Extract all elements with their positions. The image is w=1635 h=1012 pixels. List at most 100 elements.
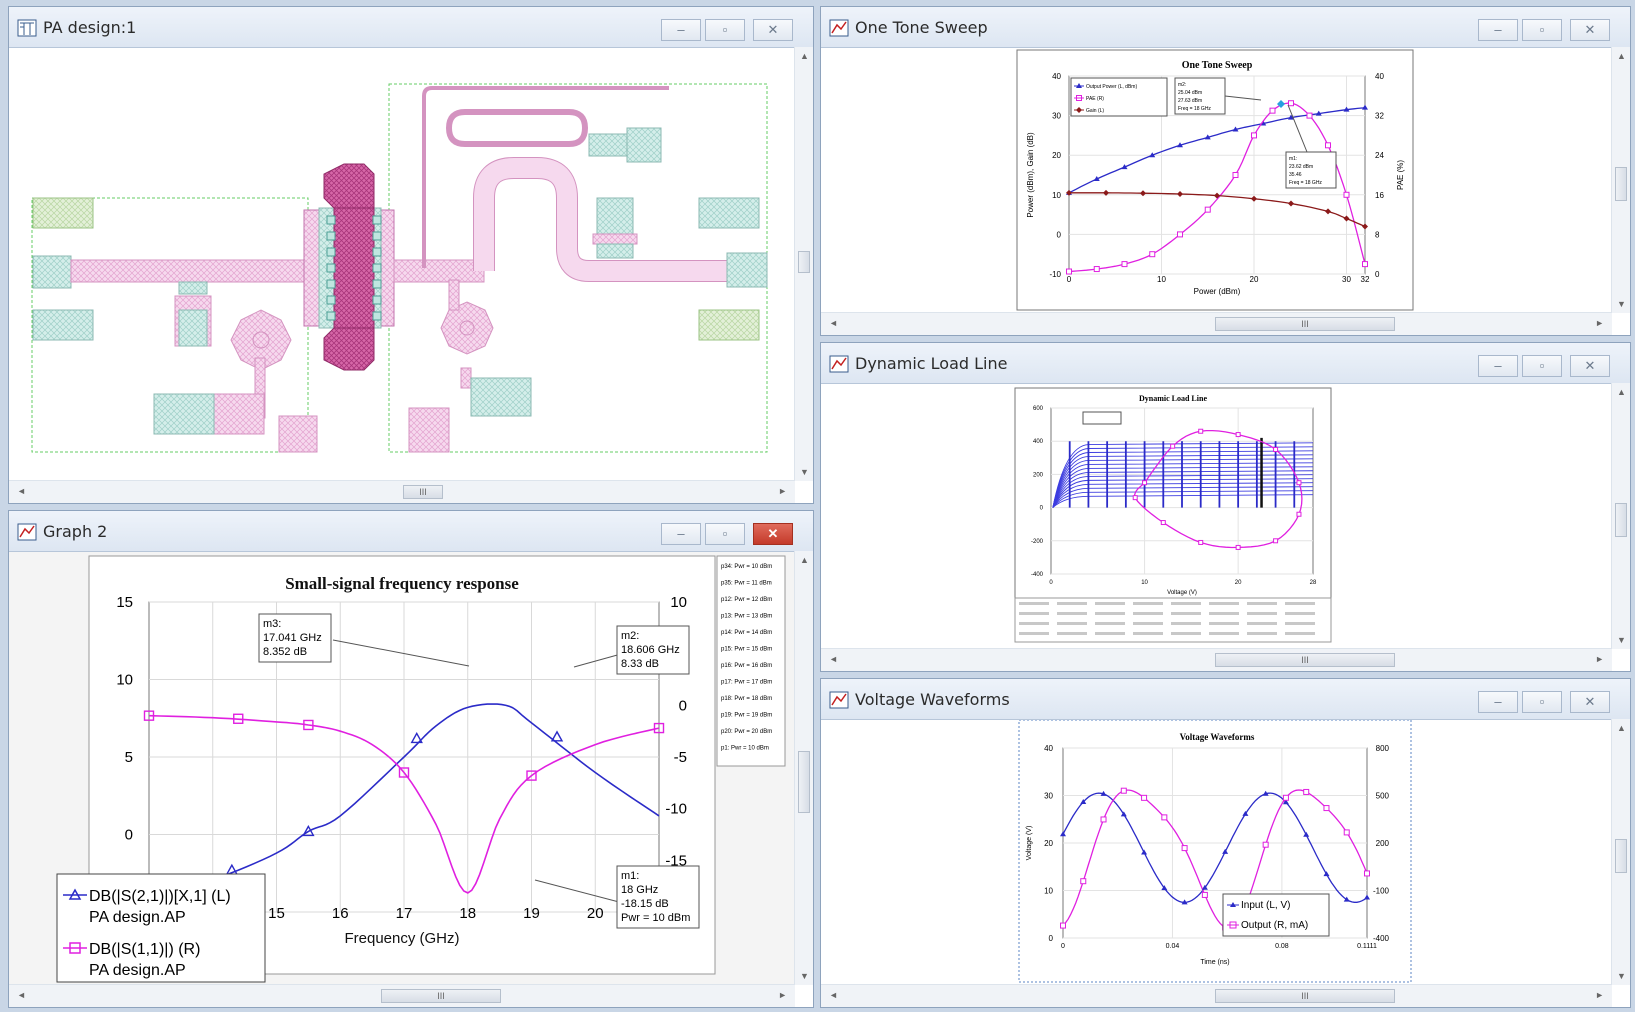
horizontal-scrollbar[interactable]: ◄ III ► — [9, 984, 795, 1007]
scroll-down-arrow[interactable]: ▼ — [800, 467, 809, 477]
one-tone-sweep-window[interactable]: One Tone Sweep – ▫ ✕ One Tone Sweep 40 30… — [820, 6, 1631, 336]
scroll-up-arrow[interactable]: ▲ — [800, 555, 809, 565]
scroll-down-arrow[interactable]: ▼ — [1617, 635, 1626, 645]
graph2-titlebar[interactable]: Graph 2 – ▫ ✕ — [9, 511, 813, 552]
scroll-thumb[interactable] — [1615, 167, 1627, 201]
scroll-right-arrow[interactable]: ► — [1595, 990, 1604, 1000]
data-point — [1177, 231, 1183, 238]
scroll-thumb[interactable] — [798, 251, 810, 273]
scroll-thumb[interactable]: III — [1215, 989, 1395, 1003]
scroll-up-arrow[interactable]: ▲ — [1617, 51, 1626, 61]
output-point — [1262, 841, 1269, 848]
series-legend[interactable]: DB(|S(2,1)|)[X,1] (L) PA design.AP DB(|S… — [56, 873, 266, 983]
s11-point — [143, 710, 155, 721]
sweep-table-cell — [1095, 632, 1125, 635]
maximize-button[interactable]: ▫ — [1522, 19, 1562, 41]
vertical-scrollbar[interactable]: ▲ ▼ — [1611, 719, 1630, 985]
close-button[interactable]: ✕ — [1570, 19, 1610, 41]
marker-m1[interactable]: m1: 23.62 dBm 35.46 Freq = 18 GHz — [1277, 100, 1337, 189]
pa-design-titlebar[interactable]: PA design:1 – ▫ ✕ — [9, 7, 813, 48]
scroll-thumb[interactable]: III — [381, 989, 501, 1003]
marker-m2[interactable]: m2: 25.04 dBm 27.63 dBm Freq = 18 GHz — [1174, 77, 1262, 115]
close-button[interactable]: ✕ — [1570, 691, 1610, 713]
scroll-left-arrow[interactable]: ◄ — [829, 990, 838, 1000]
x-ticks: 0 10 20 30 32 — [1067, 275, 1370, 284]
scroll-left-arrow[interactable]: ◄ — [829, 318, 838, 328]
scroll-right-arrow[interactable]: ► — [1595, 654, 1604, 664]
load-line-canvas[interactable]: Dynamic Load Line 600 400 200 0 -200 -400 0 10… — [821, 384, 1612, 649]
scroll-right-arrow[interactable]: ► — [1595, 318, 1604, 328]
maximize-button[interactable]: ▫ — [705, 19, 745, 41]
vertical-scrollbar[interactable]: ▲ ▼ — [794, 47, 813, 481]
maximize-button[interactable]: ▫ — [1522, 355, 1562, 377]
voltage-canvas[interactable]: Voltage Waveforms 40 30 20 10 0 800 500 200 -10… — [821, 720, 1612, 985]
one-tone-titlebar[interactable]: One Tone Sweep – ▫ ✕ — [821, 7, 1630, 48]
scroll-thumb[interactable]: III — [1215, 653, 1395, 667]
scroll-left-arrow[interactable]: ◄ — [829, 654, 838, 664]
minimize-button[interactable]: – — [661, 19, 701, 41]
scroll-up-arrow[interactable]: ▲ — [1617, 387, 1626, 397]
marker-line2: 27.63 dBm — [1178, 98, 1202, 104]
y-ticks: 600 400 200 0 -200 -400 — [1031, 406, 1044, 578]
vertical-scrollbar[interactable]: ▲ ▼ — [1611, 47, 1630, 313]
scroll-down-arrow[interactable]: ▼ — [1617, 299, 1626, 309]
one-tone-canvas[interactable]: One Tone Sweep 40 30 20 10 0 -10 40 32 24 16 8 0 0… — [821, 48, 1612, 313]
horizontal-scrollbar[interactable]: ◄ III ► — [821, 648, 1612, 671]
load-line-titlebar[interactable]: Dynamic Load Line – ▫ ✕ — [821, 343, 1630, 384]
maximize-button[interactable]: ▫ — [705, 523, 745, 545]
voltage-chart[interactable]: Voltage Waveforms 40 30 20 10 0 800 500 200 -10… — [821, 720, 1612, 985]
sweep-table-cell — [1019, 602, 1049, 605]
load-point — [1198, 428, 1204, 434]
minimize-button[interactable]: – — [1478, 19, 1518, 41]
horizontal-scrollbar[interactable]: ◄ III ► — [821, 312, 1612, 335]
maximize-button[interactable]: ▫ — [1522, 691, 1562, 713]
minimize-button[interactable]: – — [661, 523, 701, 545]
scroll-left-arrow[interactable]: ◄ — [17, 990, 26, 1000]
scroll-up-arrow[interactable]: ▲ — [800, 51, 809, 61]
minimize-button[interactable]: – — [1478, 355, 1518, 377]
marker-value: 8.352 dB — [263, 646, 307, 658]
voltage-waveforms-window[interactable]: Voltage Waveforms – ▫ ✕ Voltage Waveform… — [820, 678, 1631, 1008]
pa-design-window[interactable]: PA design:1 – ▫ ✕ — [8, 6, 814, 504]
legend-pae: PAE (R) — [1086, 96, 1104, 102]
scroll-thumb[interactable] — [1615, 503, 1627, 537]
y-tick-label: 5 — [125, 749, 133, 766]
marker-m2[interactable]: m2: 18.606 GHz 8.33 dB — [573, 625, 690, 675]
chart-title: Dynamic Load Line — [1139, 394, 1207, 403]
load-line-chart[interactable]: Dynamic Load Line 600 400 200 0 -200 -400 0 10… — [821, 384, 1612, 649]
scroll-thumb[interactable]: III — [403, 485, 443, 499]
marker-m1[interactable]: m1: 18 GHz -18.15 dB Pwr = 10 dBm — [534, 865, 700, 929]
voltage-titlebar[interactable]: Voltage Waveforms – ▫ ✕ — [821, 679, 1630, 720]
vertical-scrollbar[interactable]: ▲ ▼ — [794, 551, 813, 985]
close-button[interactable]: ✕ — [1570, 355, 1610, 377]
graph-icon — [829, 355, 849, 373]
scroll-right-arrow[interactable]: ► — [778, 486, 787, 496]
close-button[interactable]: ✕ — [753, 19, 793, 41]
scroll-thumb[interactable] — [798, 751, 810, 813]
sweep-table-cell — [1171, 612, 1201, 615]
scroll-down-arrow[interactable]: ▼ — [800, 971, 809, 981]
graph2-window[interactable]: Graph 2 – ▫ ✕ Small-signal frequency res… — [8, 510, 814, 1008]
layout-canvas[interactable] — [9, 48, 795, 481]
graph2-canvas[interactable]: Small-signal frequency response 15 10 5 0 -5… — [9, 552, 795, 985]
y-tick-label: 24 — [1375, 151, 1384, 160]
x-tick-label: 32 — [1361, 275, 1370, 284]
x-ticks: 0 0.04 0.08 0.1111 — [1061, 943, 1377, 950]
minimize-button[interactable]: – — [1478, 691, 1518, 713]
close-button[interactable]: ✕ — [753, 523, 793, 545]
one-tone-chart[interactable]: One Tone Sweep 40 30 20 10 0 -10 40 32 24 16 8 0 0… — [821, 48, 1612, 313]
horizontal-scrollbar[interactable]: ◄ III ► — [821, 984, 1612, 1007]
s11-point — [233, 713, 244, 724]
scroll-right-arrow[interactable]: ► — [778, 990, 787, 1000]
horizontal-scrollbar[interactable]: ◄ III ► — [9, 480, 795, 503]
small-signal-chart[interactable]: Small-signal frequency response 15 10 5 0 -5… — [9, 552, 795, 985]
y-tick-label: 500 — [1376, 792, 1390, 801]
scroll-thumb[interactable] — [1615, 839, 1627, 873]
scroll-up-arrow[interactable]: ▲ — [1617, 723, 1626, 733]
marker-m3[interactable]: m3: 17.041 GHz 8.352 dB — [258, 613, 470, 667]
scroll-left-arrow[interactable]: ◄ — [17, 486, 26, 496]
dynamic-load-line-window[interactable]: Dynamic Load Line – ▫ ✕ Dynamic Load Lin… — [820, 342, 1631, 672]
scroll-thumb[interactable]: III — [1215, 317, 1395, 331]
scroll-down-arrow[interactable]: ▼ — [1617, 971, 1626, 981]
vertical-scrollbar[interactable]: ▲ ▼ — [1611, 383, 1630, 649]
